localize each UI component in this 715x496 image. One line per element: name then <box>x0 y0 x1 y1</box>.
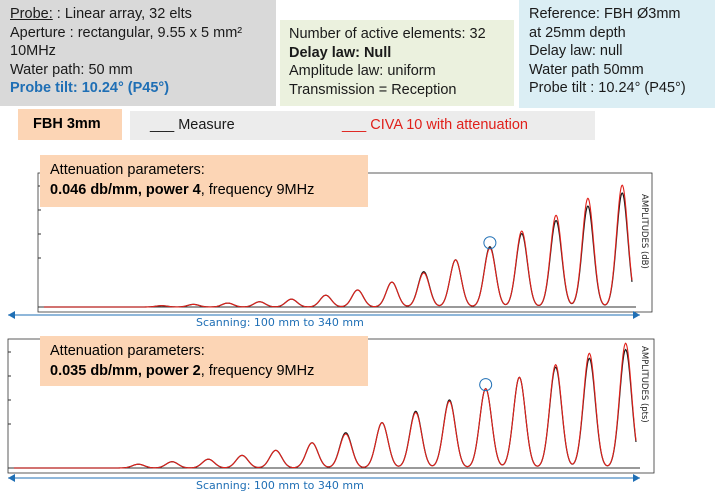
series-line-civa <box>14 342 637 469</box>
attenuation-values-top: 0.046 db/mm, power 4 <box>50 182 201 198</box>
legend-civa: ___ CIVA 10 with attenuation <box>342 117 528 133</box>
series-line-measure <box>44 192 633 308</box>
reference-line-1: Reference: FBH Ø3mm <box>529 6 681 22</box>
chart-bottom: Scanning: 100 mm to 340 mm AMPLITUDES (pt… <box>7 338 655 492</box>
active-elements: Number of active elements: 32 <box>289 26 486 42</box>
attenuation-box-top: Attenuation parameters: 0.046 db/mm, pow… <box>40 155 368 207</box>
probe-label: Probe: <box>10 6 53 22</box>
probe-aperture: Aperture : rectangular, 9.55 x 5 mm² <box>10 24 243 41</box>
reference-info-box: Reference: FBH Ø3mm at 25mm depth Delay … <box>519 0 715 108</box>
chart-top: Scanning: 100 mm to 340 mm AMPLITUDES (dB… <box>8 172 653 329</box>
reference-line-3: Delay law: null <box>529 43 623 59</box>
law-info-box: Number of active elements: 32 Delay law:… <box>280 20 514 106</box>
scan-arrow-right-head <box>633 474 640 482</box>
attenuation-title-bottom: Attenuation parameters: <box>50 343 205 359</box>
scan-arrow-right-head <box>633 311 640 319</box>
fbh-label: FBH 3mm <box>18 109 122 140</box>
reference-line-5: Probe tilt : 10.24° (P45°) <box>529 80 686 96</box>
reference-line-4: Water path 50mm <box>529 61 644 78</box>
attenuation-frequency-top: , frequency 9MHz <box>200 182 315 198</box>
attenuation-frequency-bottom: , frequency 9MHz <box>200 363 315 379</box>
y-axis-label: AMPLITUDES (pts) <box>639 346 649 423</box>
probe-tilt: Probe tilt: 10.24° (P45°) <box>10 80 170 96</box>
reference-line-2: at 25mm depth <box>529 24 626 41</box>
attenuation-values-bottom: 0.035 db/mm, power 2 <box>50 363 201 379</box>
probe-info-box: Probe: : Linear array, 32 elts Aperture … <box>0 0 276 106</box>
legend: ___ Measure ___ CIVA 10 with attenuation <box>130 111 595 140</box>
scan-arrow-left-head <box>8 311 15 319</box>
series-line-civa <box>44 184 633 308</box>
scan-label: Scanning: 100 mm to 340 mm <box>196 316 364 329</box>
marker-circle <box>479 378 493 392</box>
probe-frequency: 10MHz <box>10 43 56 59</box>
amplitude-law: Amplitude law: uniform <box>289 63 436 79</box>
y-axis-label: AMPLITUDES (dB) <box>639 194 649 269</box>
scan-arrow-left-head <box>8 474 15 482</box>
probe-water-path: Water path: 50 mm <box>10 61 133 78</box>
scan-label: Scanning: 100 mm to 340 mm <box>196 479 364 492</box>
attenuation-title-top: Attenuation parameters: <box>50 162 205 178</box>
probe-value: : Linear array, 32 elts <box>56 6 192 22</box>
attenuation-box-bottom: Attenuation parameters: 0.035 db/mm, pow… <box>40 336 368 386</box>
delay-law: Delay law: Null <box>289 44 392 61</box>
legend-measure: ___ Measure <box>150 117 235 133</box>
marker-circle <box>483 236 497 250</box>
transmission: Transmission = Reception <box>289 81 457 98</box>
